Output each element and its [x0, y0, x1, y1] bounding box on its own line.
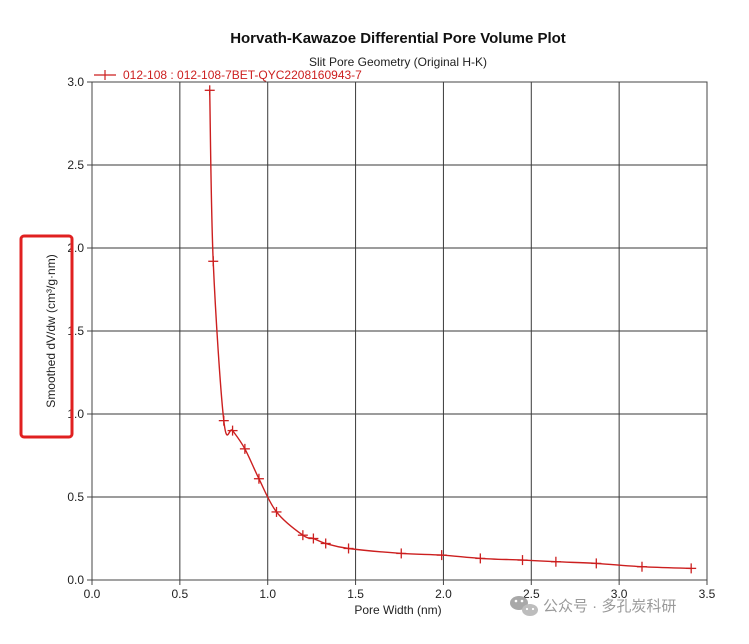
- y-tick-label: 2.0: [67, 241, 84, 255]
- data-point: [253, 473, 264, 484]
- data-point: [208, 256, 219, 267]
- x-axis-ticks: 0.0 0.5 1.0 1.5 2.0 2.5 3.0 3.5: [84, 580, 716, 601]
- series-layer: [204, 85, 697, 574]
- data-point: [343, 543, 354, 554]
- y-axis-label: Smoothed dV/dw (cm³/g·nm): [44, 254, 58, 407]
- data-point: [396, 548, 407, 559]
- watermark: 公众号 · 多孔炭科研: [510, 596, 676, 616]
- x-axis-label: Pore Width (nm): [354, 603, 441, 617]
- chart-subtitle: Slit Pore Geometry (Original H-K): [309, 55, 487, 69]
- x-tick-label: 0.0: [84, 587, 101, 601]
- data-point: [271, 506, 282, 517]
- data-point: [636, 561, 647, 572]
- highlight-box: [19, 234, 74, 439]
- legend-label: 012-108 : 012-108-7BET-QYC2208160943-7: [123, 68, 362, 82]
- chart-title: Horvath-Kawazoe Differential Pore Volume…: [230, 30, 566, 47]
- y-tick-label: 3.0: [67, 75, 84, 89]
- x-tick-label: 2.5: [523, 587, 540, 601]
- y-tick-label: 2.5: [67, 158, 84, 172]
- y-tick-label: 0.0: [67, 573, 84, 587]
- x-tick-label: 1.0: [259, 587, 276, 601]
- y-tick-label: 0.5: [67, 490, 84, 504]
- data-point: [517, 555, 528, 566]
- x-tick-label: 1.5: [347, 587, 364, 601]
- x-tick-label: 2.0: [435, 587, 452, 601]
- grid: [91, 81, 708, 581]
- data-point: [436, 550, 447, 561]
- y-tick-label: 1.0: [67, 407, 84, 421]
- data-point: [308, 533, 319, 544]
- data-point: [297, 530, 308, 541]
- data-point: [227, 425, 238, 436]
- x-tick-label: 0.5: [172, 587, 189, 601]
- wechat-icon: [510, 596, 538, 616]
- data-point: [686, 563, 697, 574]
- data-point: [239, 443, 250, 454]
- watermark-text: 公众号 · 多孔炭科研: [543, 598, 676, 615]
- data-point: [204, 85, 215, 96]
- legend: 012-108 : 012-108-7BET-QYC2208160943-7: [94, 68, 362, 82]
- x-tick-label: 3.0: [611, 587, 628, 601]
- x-tick-label: 3.5: [699, 587, 716, 601]
- plot-frame: [91, 81, 708, 581]
- y-tick-label: 1.5: [67, 324, 84, 338]
- data-point: [550, 556, 561, 567]
- data-point: [218, 415, 229, 426]
- data-point: [591, 558, 602, 569]
- data-point: [475, 553, 486, 564]
- data-point: [320, 538, 331, 549]
